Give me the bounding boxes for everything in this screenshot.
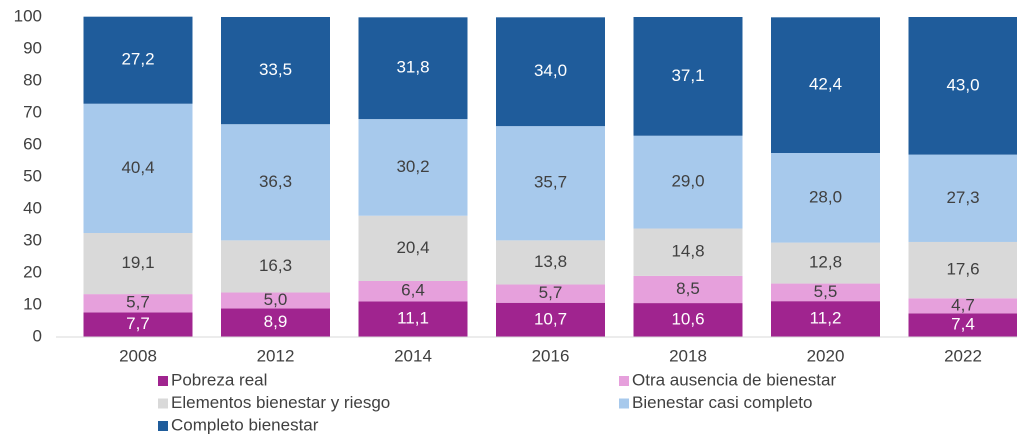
bar-segment	[496, 126, 605, 241]
y-tick-label: 20	[23, 262, 42, 281]
data-label: 27,3	[946, 188, 979, 207]
y-tick-label: 60	[23, 134, 42, 153]
legend-swatch	[158, 398, 168, 409]
data-label: 27,2	[121, 50, 154, 69]
bar-segment	[358, 281, 468, 302]
x-tick-label: 2012	[257, 346, 295, 365]
legend-label: Pobreza real	[171, 370, 267, 389]
data-label: 10,7	[534, 309, 567, 328]
y-tick-label: 100	[14, 6, 42, 25]
y-tick-label: 0	[33, 326, 42, 345]
data-label: 10,6	[671, 310, 704, 329]
data-label: 43,0	[946, 75, 979, 94]
data-label: 20,4	[396, 238, 429, 257]
data-label: 8,5	[676, 279, 700, 298]
bar-segment	[496, 240, 605, 285]
data-label: 5,7	[126, 293, 150, 312]
y-tick-label: 80	[23, 70, 42, 89]
legend-label: Completo bienestar	[171, 415, 319, 434]
legend-label: Elementos bienestar y riesgo	[171, 393, 390, 412]
data-label: 12,8	[809, 253, 842, 272]
bar-segment	[358, 119, 468, 216]
data-label: 28,0	[809, 187, 842, 206]
legend-swatch	[158, 421, 168, 431]
bar-segment	[908, 313, 1017, 337]
data-label: 37,1	[671, 66, 704, 85]
data-label: 35,7	[534, 173, 567, 192]
data-label: 42,4	[809, 75, 842, 94]
data-label: 6,4	[401, 281, 425, 300]
data-label: 17,6	[946, 260, 979, 279]
bar-segment	[221, 17, 330, 125]
legend-label: Bienestar casi completo	[632, 393, 812, 412]
data-label: 5,5	[814, 282, 838, 301]
data-label: 4,7	[951, 295, 975, 314]
bar-segment	[633, 228, 743, 276]
bar-segment	[633, 17, 743, 136]
bar-segment	[771, 283, 880, 302]
legend-label: Otra ausencia de bienestar	[632, 370, 836, 389]
y-tick-label: 70	[23, 102, 42, 121]
bar-segment	[771, 17, 880, 153]
bar-segment	[771, 153, 880, 243]
bar-segment	[496, 284, 605, 303]
x-tick-label: 2022	[944, 346, 982, 365]
y-tick-label: 40	[23, 198, 42, 217]
bar-segment	[771, 301, 880, 337]
y-tick-label: 50	[23, 166, 42, 185]
bar-segment	[83, 103, 193, 233]
data-label: 29,0	[671, 172, 704, 191]
y-tick-label: 30	[23, 230, 42, 249]
bar-segment	[358, 301, 468, 337]
data-label: 33,5	[259, 60, 292, 79]
x-tick-label: 2020	[807, 346, 845, 365]
bar-segment	[358, 215, 468, 281]
x-tick-label: 2014	[394, 346, 432, 365]
y-tick-label: 90	[23, 38, 42, 57]
legend-swatch	[619, 376, 629, 386]
bar-segment	[358, 17, 468, 120]
legend-swatch	[158, 376, 168, 386]
legend-swatch	[619, 398, 629, 409]
data-label: 11,1	[397, 309, 429, 328]
bar-segment	[221, 240, 330, 293]
y-tick-label: 10	[23, 294, 42, 313]
data-label: 8,9	[264, 312, 288, 331]
bar-segment	[221, 292, 330, 309]
bar-segment	[908, 17, 1017, 155]
data-label: 7,7	[126, 314, 150, 333]
bar-segment	[221, 308, 330, 337]
bar-segment	[908, 154, 1017, 242]
data-label: 34,0	[534, 61, 567, 80]
data-label: 7,4	[951, 315, 975, 334]
bar-segment	[83, 233, 193, 295]
data-label: 30,2	[396, 157, 429, 176]
data-label: 5,0	[264, 290, 288, 309]
x-tick-label: 2016	[532, 346, 570, 365]
data-label: 16,3	[259, 256, 292, 275]
bar-segment	[83, 16, 193, 104]
data-label: 11,2	[810, 309, 842, 328]
bar-segment	[221, 124, 330, 241]
bar-segment	[908, 298, 1017, 314]
data-label: 31,8	[396, 58, 429, 77]
bar-segment	[83, 312, 193, 337]
x-tick-label: 2018	[669, 346, 707, 365]
data-label: 14,8	[671, 242, 704, 261]
bar-segment	[633, 275, 743, 304]
bar-segment	[908, 241, 1017, 299]
bar-segment	[633, 303, 743, 337]
data-label: 36,3	[259, 172, 292, 191]
bar-segment	[496, 17, 605, 127]
data-label: 40,4	[121, 158, 154, 177]
x-tick-label: 2008	[119, 346, 157, 365]
data-label: 19,1	[121, 253, 154, 272]
bar-segment	[771, 242, 880, 284]
bar-segment	[496, 302, 605, 337]
data-label: 5,7	[539, 283, 563, 302]
bar-segment	[83, 294, 193, 313]
bar-segment	[633, 135, 743, 229]
data-label: 13,8	[534, 252, 567, 271]
